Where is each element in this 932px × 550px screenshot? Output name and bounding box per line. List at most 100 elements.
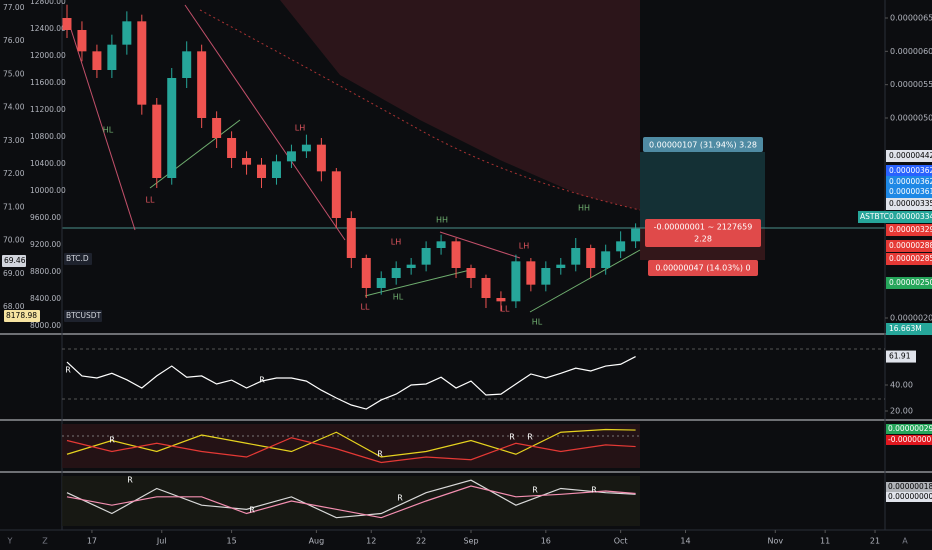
annotation: R — [509, 433, 515, 442]
x-tick-label: Sep — [463, 537, 478, 546]
btcd-name-tag-bg — [64, 253, 92, 265]
left-tick-label: 72.00 — [3, 169, 25, 178]
x-tick-label: 21 — [870, 537, 880, 546]
btcd-last-tag: 69.46 — [4, 256, 26, 265]
cloud — [280, 0, 640, 210]
price-tag: 0.00000285 — [889, 254, 932, 263]
x-tick-label: Oct — [614, 537, 628, 546]
annotation: HL — [103, 126, 114, 135]
toolbar-button[interactable]: Z — [42, 537, 48, 546]
candle-body — [571, 248, 581, 265]
pane-tag: -0.00000001 — [888, 435, 932, 444]
left-tick-label: 75.00 — [3, 69, 25, 78]
candle-body — [376, 278, 386, 288]
toolbar-button[interactable]: Y — [7, 537, 13, 546]
indicator-line — [66, 356, 636, 410]
price-tag: 0.00000335 — [889, 199, 932, 208]
candle-body — [466, 268, 476, 278]
trendline — [439, 231, 521, 259]
measure-mid-bg — [645, 219, 761, 247]
pane-tag-bg — [886, 424, 932, 434]
left-tick-label: 74.00 — [3, 103, 25, 112]
candle-body — [616, 241, 626, 252]
price-tag: 0.00000362 — [889, 166, 932, 175]
left-tick-label: 11200.00 — [30, 105, 66, 114]
price-tag-bg — [886, 240, 932, 252]
left-tick-label: 12800.00 — [30, 0, 66, 6]
candle-body — [361, 258, 371, 288]
measure-up-zone — [640, 152, 765, 228]
candle-body — [526, 261, 536, 285]
left-tick-label: 71.00 — [3, 202, 25, 211]
price-tag-bg — [886, 150, 932, 162]
price-tag-bg — [886, 186, 932, 198]
x-tick-label: 11 — [820, 537, 830, 546]
pane-shade — [62, 476, 640, 526]
candle-body — [227, 138, 237, 158]
trendline — [529, 249, 641, 313]
price-tag-bg — [886, 224, 932, 236]
candle-body — [451, 241, 461, 268]
left-tick-label: 76.00 — [3, 36, 25, 45]
annotation: HH — [436, 216, 448, 225]
left-tick-label: 8400.00 — [30, 294, 61, 303]
measure-mid: -0.00000001 ~ 2127659 — [654, 223, 753, 232]
candle-body — [421, 248, 431, 265]
price-tag: 0.00000329 — [889, 225, 932, 234]
pane-tag-bg — [886, 482, 932, 492]
annotation: LH — [391, 238, 401, 247]
annotation: LL — [501, 305, 510, 314]
annotation: R — [127, 476, 133, 485]
price-tag: 0.00000361 — [889, 187, 932, 196]
btcusdt-last-tag: 8178.98 — [6, 311, 37, 320]
measure-lower-bg — [648, 260, 758, 276]
volume-tag: 16.663M — [889, 324, 922, 333]
btcusdt-name-tag-bg — [64, 310, 102, 322]
trendline — [184, 4, 346, 241]
left-tick-label: 11600.00 — [30, 78, 66, 87]
candle-body — [301, 144, 311, 152]
candle-body — [242, 158, 252, 165]
rsi-tag-bg — [886, 350, 916, 363]
annotation: R — [65, 366, 71, 375]
annotation: HL — [393, 293, 404, 302]
pane-tag: 0.00000018 — [888, 482, 932, 491]
measure-upper: 0.00000107 (31.94%) 3.28 — [649, 141, 757, 150]
left-tick-label: 77.00 — [3, 3, 25, 12]
candle-body — [212, 118, 222, 138]
annotation: R — [377, 450, 383, 459]
pane-tag-bg — [886, 492, 932, 502]
candle-body — [271, 161, 281, 178]
x-tick-label: Jul — [156, 537, 167, 546]
measure-lower: 0.00000047 (14.03%) 0 — [655, 264, 750, 273]
pane-tag: 0.00000029 — [888, 424, 932, 433]
annotation: HL — [532, 318, 543, 327]
candle-body — [137, 21, 147, 105]
left-tick-label: 70.00 — [3, 236, 25, 245]
candle-body — [77, 30, 87, 52]
annotation: LH — [295, 124, 305, 133]
toolbar-button[interactable]: A — [902, 537, 908, 546]
x-tick-label: 22 — [416, 537, 426, 546]
annotation: R — [532, 486, 538, 495]
btcd-last-tag-bg — [2, 255, 26, 267]
price-tag: 0.00000362 — [889, 177, 932, 186]
price-tag: 0.00000288 — [889, 241, 932, 250]
candle-body — [257, 164, 267, 178]
annotation: R — [591, 486, 597, 495]
moving-average — [199, 9, 641, 211]
candle-body — [286, 151, 296, 162]
candle-body — [601, 251, 611, 268]
btcd-name-tag: BTC.D — [66, 254, 89, 263]
x-tick-label: 16 — [541, 537, 551, 546]
rsi-tag: 61.91 — [889, 352, 911, 361]
indicator-line — [66, 428, 636, 458]
measure-upper-bg — [643, 137, 763, 152]
candle-body — [107, 44, 117, 70]
x-tick-label: Aug — [309, 537, 325, 546]
